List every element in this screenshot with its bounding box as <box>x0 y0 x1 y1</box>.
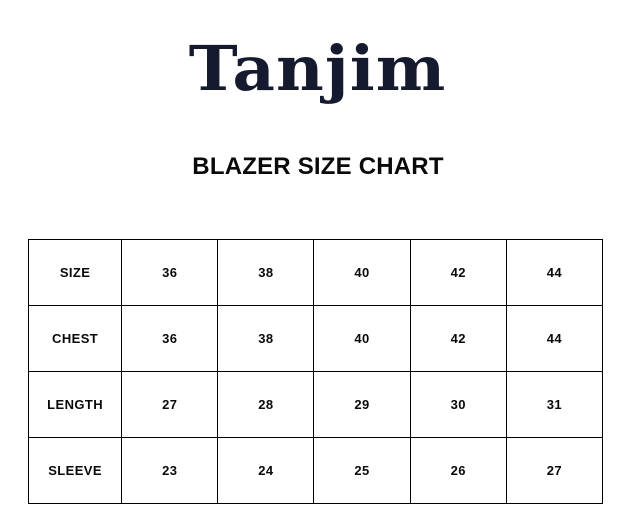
row-label-sleeve: SLEEVE <box>27 437 123 504</box>
row-label-length: LENGTH <box>27 371 123 438</box>
size-table-container: SIZE 36 38 40 42 44 CHEST 36 38 40 42 44… <box>27 239 604 504</box>
cell-size-38: 38 <box>217 239 315 306</box>
cell-sleeve-40: 25 <box>313 437 411 504</box>
cell-sleeve-44: 27 <box>505 437 604 504</box>
table-row: SLEEVE 23 24 25 26 27 <box>27 437 604 504</box>
table-row: SIZE 36 38 40 42 44 <box>27 239 604 306</box>
size-chart-table-body: SIZE 36 38 40 42 44 CHEST 36 38 40 42 44… <box>27 239 604 504</box>
cell-length-42: 30 <box>409 371 507 438</box>
page-title: BLAZER SIZE CHART <box>192 153 444 180</box>
size-chart-table: SIZE 36 38 40 42 44 CHEST 36 38 40 42 44… <box>27 239 604 504</box>
brand-logo: Tanjim <box>189 32 447 105</box>
cell-chest-42: 42 <box>409 305 507 372</box>
cell-sleeve-38: 24 <box>217 437 315 504</box>
brand-header: Tanjim <box>0 38 636 100</box>
cell-chest-44: 44 <box>505 305 604 372</box>
cell-length-40: 29 <box>313 371 411 438</box>
cell-size-44: 44 <box>505 239 604 306</box>
table-row: CHEST 36 38 40 42 44 <box>27 305 604 372</box>
cell-length-44: 31 <box>505 371 604 438</box>
cell-chest-40: 40 <box>313 305 411 372</box>
cell-length-38: 28 <box>217 371 315 438</box>
cell-chest-38: 38 <box>217 305 315 372</box>
cell-chest-36: 36 <box>121 305 219 372</box>
cell-sleeve-42: 26 <box>409 437 507 504</box>
cell-length-36: 27 <box>121 371 219 438</box>
cell-size-36: 36 <box>121 239 219 306</box>
row-label-size: SIZE <box>27 239 123 306</box>
cell-size-40: 40 <box>313 239 411 306</box>
row-label-chest: CHEST <box>27 305 123 372</box>
table-row: LENGTH 27 28 29 30 31 <box>27 371 604 438</box>
cell-size-42: 42 <box>409 239 507 306</box>
cell-sleeve-36: 23 <box>121 437 219 504</box>
